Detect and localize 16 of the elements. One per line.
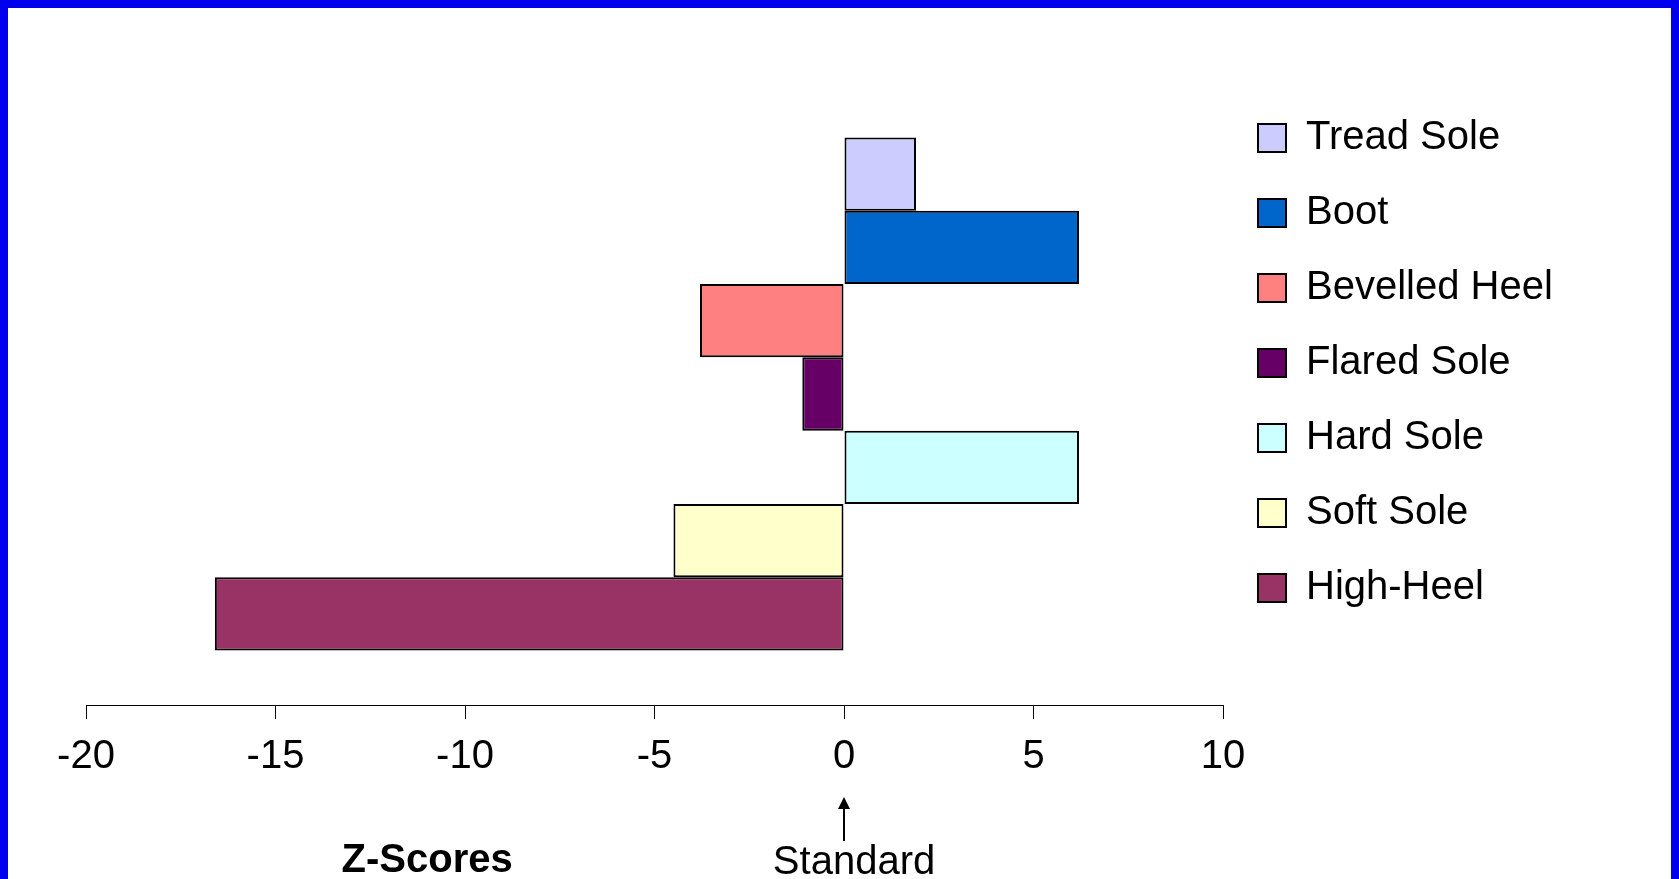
legend-label: Bevelled Heel <box>1306 263 1553 308</box>
x-tick-label: 10 <box>1200 732 1246 777</box>
legend-label: Soft Sole <box>1306 488 1469 533</box>
legend-label: Hard Sole <box>1306 413 1484 458</box>
text: Standard <box>772 838 936 879</box>
x-tick-label: -10 <box>436 732 494 777</box>
legend-label: Tread Sole <box>1306 113 1501 158</box>
legend-label: Flared Sole <box>1306 338 1511 383</box>
legend-label: Boot <box>1306 188 1389 233</box>
x-tick-label: -15 <box>246 732 305 777</box>
x-tick-label: -5 <box>636 732 673 777</box>
x-axis-title: Z-Scores <box>341 836 513 879</box>
x-tick-label: 5 <box>1022 732 1045 777</box>
legend-label: High-Heel <box>1306 563 1484 608</box>
x-tick-label: 0 <box>832 732 856 777</box>
x-tick-label: -20 <box>57 732 115 777</box>
